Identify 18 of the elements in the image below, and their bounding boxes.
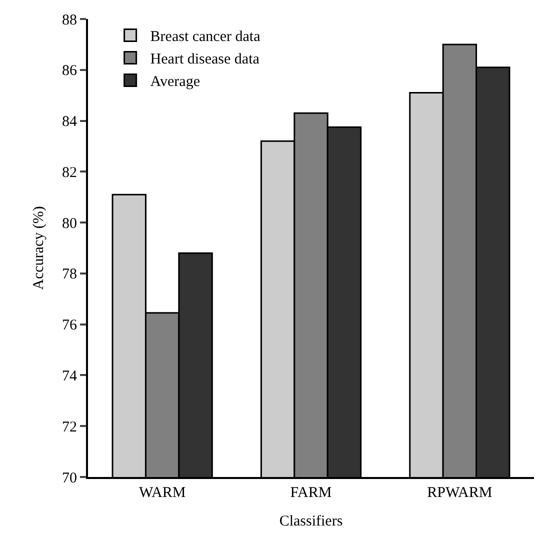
y-tick-label: 78 [62, 266, 77, 283]
legend-label: Heart disease data [150, 52, 260, 68]
y-tick-label: 80 [62, 216, 77, 232]
y-tick-label: 86 [62, 63, 78, 80]
y-tick-label: 82 [62, 164, 77, 181]
x-tick-label: RPWARM [427, 485, 492, 501]
x-tick-label: WARM [138, 485, 186, 501]
x-tick-label: FARM [290, 485, 332, 501]
x-axis-title: Classifiers [279, 514, 343, 530]
legend-label: Breast cancer data [150, 29, 261, 46]
y-tick-label: 72 [62, 419, 77, 436]
y-tick-label: 88 [62, 12, 77, 28]
y-tick-label: 76 [62, 318, 78, 334]
y-tick-label: 70 [62, 470, 77, 486]
y-axis-title: Accuracy (%) [30, 206, 47, 290]
legend-label: Average [150, 74, 200, 90]
y-tick-label: 84 [62, 114, 78, 130]
y-tick-label: 74 [62, 368, 78, 384]
